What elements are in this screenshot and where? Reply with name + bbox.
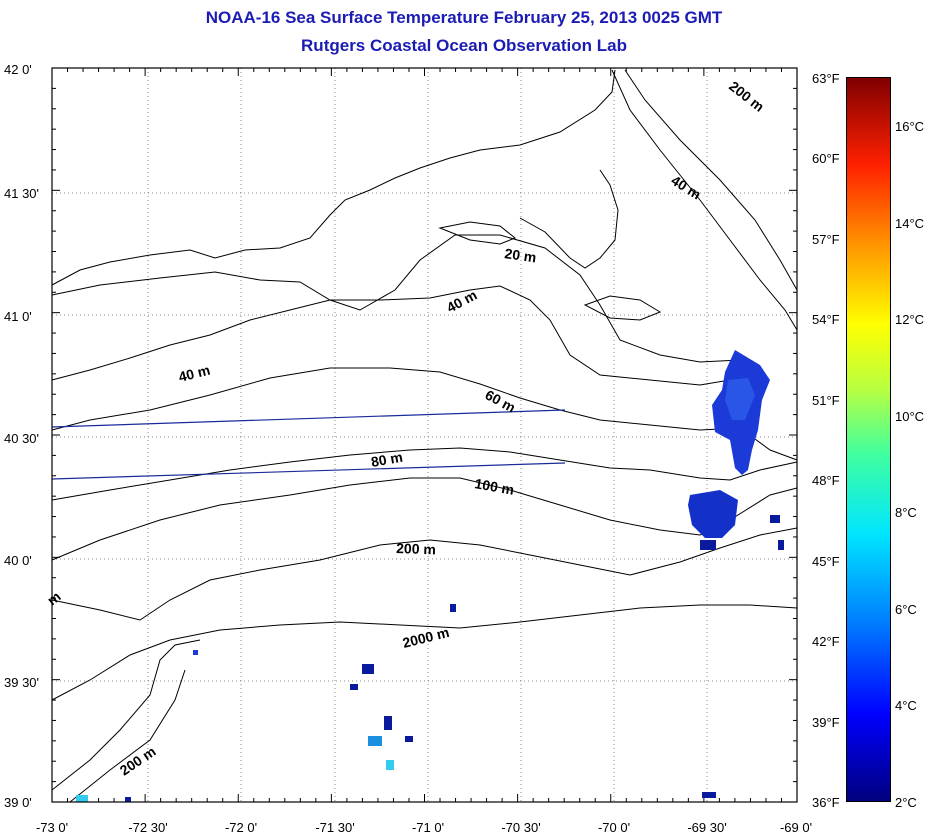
sst-pixel (350, 684, 358, 690)
contour-label: 200 m (396, 540, 436, 557)
sst-pixel (386, 760, 394, 770)
sst-pixel (770, 515, 780, 523)
colorbar-c-label: 14°C (895, 216, 925, 231)
contour-label: 2000 m (401, 624, 451, 651)
sst-pixel (405, 736, 413, 742)
lat-label: 41 30' (4, 186, 40, 201)
sst-patches (76, 350, 784, 802)
sst-pixel (125, 797, 131, 802)
sst-pixel (778, 540, 784, 550)
map-frame (51, 67, 798, 803)
contour-label: 40 m (444, 287, 480, 316)
lat-label: 40 0' (4, 553, 32, 568)
colorbar-f-label: 36°F (812, 795, 840, 810)
sst-patch-south (688, 490, 738, 538)
colorbar-c-label: 4°C (895, 698, 917, 713)
contour-label: 200 m (726, 78, 767, 115)
map-title: NOAA-16 Sea Surface Temperature February… (205, 8, 723, 27)
colorbar-f-label: 39°F (812, 715, 840, 730)
map-subtitle: Rutgers Coastal Ocean Observation Lab (301, 36, 627, 55)
colorbar-c-label: 6°C (895, 602, 917, 617)
contour-60m (51, 367, 798, 461)
sst-pixel (368, 736, 382, 746)
lon-label: -71 30' (315, 820, 355, 835)
lon-label: -73 0' (35, 820, 69, 835)
contour-label: 40 m (177, 362, 212, 385)
sst-pixel (450, 604, 456, 612)
coastline (51, 69, 616, 286)
sst-pixel (702, 792, 716, 798)
sst-pixel (700, 540, 716, 550)
lon-label: -70 0' (597, 820, 631, 835)
contour-40m-west (51, 285, 731, 386)
colorbar-f-label: 60°F (812, 151, 840, 166)
colorbar-f-label: 63°F (812, 71, 840, 86)
contour-80m (51, 447, 798, 501)
lon-label: -72 30' (128, 820, 168, 835)
lon-label: -70 30' (501, 820, 541, 835)
colorbar-c-label: 12°C (895, 312, 925, 327)
colorbar-f-label: 45°F (812, 554, 840, 569)
contour-200m-east (624, 69, 798, 291)
sst-pixel (193, 650, 198, 655)
sst-pixel (384, 716, 392, 730)
lon-label: -72 0' (224, 820, 258, 835)
colorbar-c-label: 16°C (895, 119, 925, 134)
contour-canyon (69, 669, 186, 803)
colorbar-f-label: 57°F (812, 232, 840, 247)
contour-label: 20 m (504, 245, 538, 265)
contour-label: 100 m (473, 475, 515, 498)
colorbar-f-label: 54°F (812, 312, 840, 327)
lat-label: 42 0' (4, 62, 32, 77)
satellite-tracks (51, 409, 566, 480)
colorbar-c-label: 2°C (895, 795, 917, 810)
contour-label: 200 m (117, 743, 159, 778)
lat-label: 40 30' (4, 431, 40, 446)
sst-pixel (76, 795, 88, 802)
colorbar-f-label: 48°F (812, 473, 840, 488)
contour-label: 80 m (370, 449, 404, 470)
contour-label: m (44, 588, 64, 608)
colorbar-f-label: 42°F (812, 634, 840, 649)
lon-label: -69 30' (687, 820, 727, 835)
contour-20m (51, 234, 741, 363)
lat-label: 39 30' (4, 675, 40, 690)
colorbar-c-label: 10°C (895, 409, 925, 424)
lon-label: -69 0' (779, 820, 813, 835)
lon-label: -71 0' (411, 820, 445, 835)
lat-label: 39 0' (4, 795, 32, 810)
contour-200m-shelf (51, 527, 798, 621)
temperature-colorbar (846, 77, 891, 802)
sst-pixel (362, 664, 374, 674)
islands (438, 221, 662, 321)
axis-ticks (51, 67, 798, 803)
contour-2000m (51, 604, 798, 701)
contour-labels: 200 m 40 m 20 m 40 m 40 m 60 m 80 m 100 … (44, 78, 767, 779)
cape-cod (519, 169, 619, 269)
contour-200m-southwest (51, 639, 201, 791)
graticule (52, 68, 797, 802)
colorbar-f-label: 51°F (812, 393, 840, 408)
lat-label: 41 0' (4, 309, 32, 324)
sst-patch-east-core (725, 378, 755, 420)
contour-40m-east (611, 69, 798, 331)
colorbar-c-label: 8°C (895, 505, 917, 520)
